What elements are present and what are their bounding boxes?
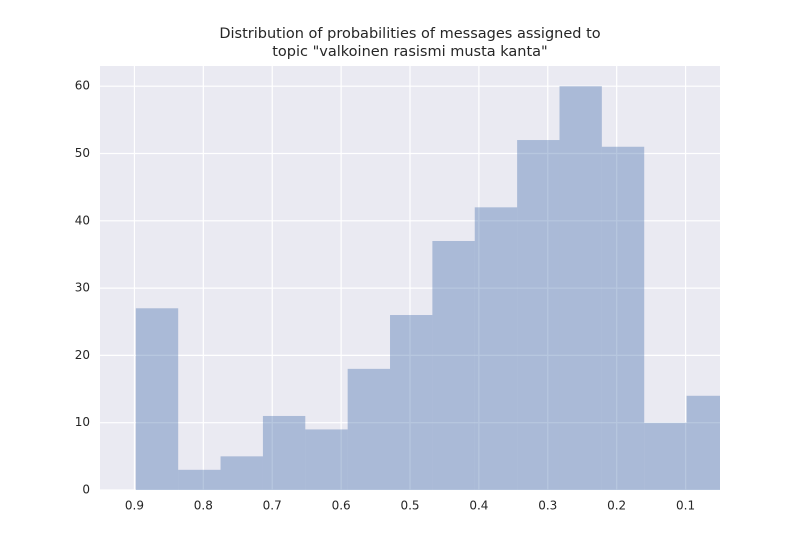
bar — [432, 240, 475, 490]
bars — [135, 86, 720, 490]
bar — [686, 395, 720, 490]
grid — [100, 66, 720, 491]
bar — [262, 415, 306, 490]
x-tick-label: 0.2 — [607, 499, 626, 513]
y-tick-label: 20 — [75, 348, 90, 362]
bar — [517, 140, 560, 490]
x-tick-label: 0.9 — [125, 499, 144, 513]
y-tick-label: 0 — [82, 483, 90, 497]
x-tick-label: 0.6 — [332, 499, 351, 513]
bar — [220, 456, 263, 490]
bar — [559, 86, 602, 490]
chart-title: topic "valkoinen rasismi musta kanta" — [272, 44, 547, 60]
y-tick-label: 30 — [75, 281, 90, 295]
bar — [601, 146, 645, 490]
bar — [474, 207, 518, 490]
bar — [347, 368, 391, 490]
y-tick-label: 50 — [75, 146, 90, 160]
bar — [135, 308, 179, 490]
y-tick-label: 10 — [75, 415, 90, 429]
x-tick-label: 0.3 — [538, 499, 557, 513]
bar — [390, 315, 433, 490]
y-tick-label: 40 — [75, 213, 90, 227]
chart-title: Distribution of probabilities of message… — [219, 26, 600, 42]
bar — [305, 429, 348, 490]
x-tick-label: 0.7 — [263, 499, 282, 513]
x-tick-label: 0.1 — [676, 499, 695, 513]
x-tick-label: 0.5 — [400, 499, 419, 513]
x-tick-label: 0.8 — [194, 499, 213, 513]
bar — [178, 469, 221, 490]
y-tick-label: 60 — [75, 79, 90, 93]
bar — [644, 422, 687, 490]
x-tick-label: 0.4 — [469, 499, 488, 513]
